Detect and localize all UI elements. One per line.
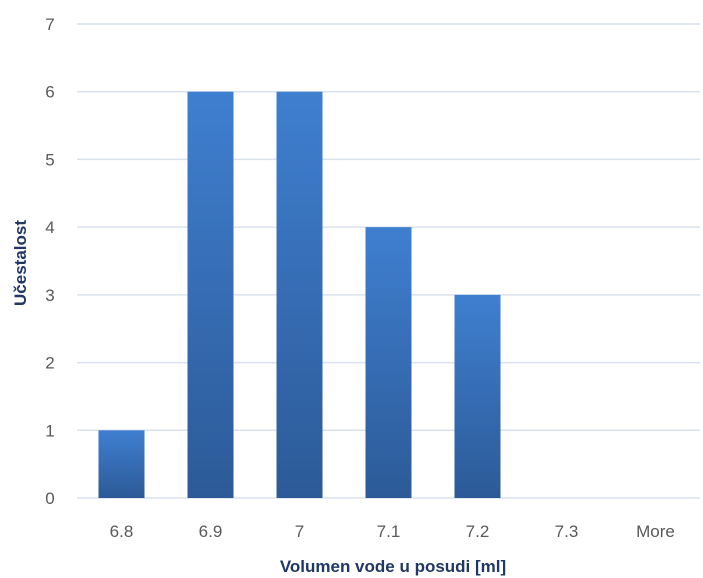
bar-7.1 <box>365 227 412 498</box>
x-tick-label: 6.8 <box>110 522 134 541</box>
y-tick-label: 3 <box>45 286 54 305</box>
x-tick-label: 7 <box>295 522 304 541</box>
bar-6.9 <box>187 91 234 498</box>
y-tick-label: 4 <box>45 218 54 237</box>
y-tick-label: 5 <box>45 150 54 169</box>
x-axis-title: Volumen vode u posudi [ml] <box>280 557 506 576</box>
bar-7 <box>276 91 323 498</box>
bars <box>98 91 501 498</box>
x-tick-label: 7.2 <box>466 522 490 541</box>
y-axis-ticks: 0 1 2 3 4 5 6 7 <box>45 15 54 508</box>
x-axis-ticks: 6.8 6.9 7 7.1 7.2 7.3 More <box>110 522 675 541</box>
y-tick-label: 6 <box>45 83 54 102</box>
x-tick-label: 7.1 <box>377 522 401 541</box>
y-tick-label: 2 <box>45 354 54 373</box>
y-tick-label: 1 <box>45 421 54 440</box>
x-tick-label: 6.9 <box>199 522 223 541</box>
y-axis-title: Učestalost <box>11 220 30 306</box>
x-tick-label: 7.3 <box>555 522 579 541</box>
x-tick-label: More <box>636 522 675 541</box>
bar-7.2 <box>454 294 501 498</box>
y-tick-label: 7 <box>45 15 54 34</box>
bar-6.8 <box>98 430 145 498</box>
y-tick-label: 0 <box>45 489 54 508</box>
